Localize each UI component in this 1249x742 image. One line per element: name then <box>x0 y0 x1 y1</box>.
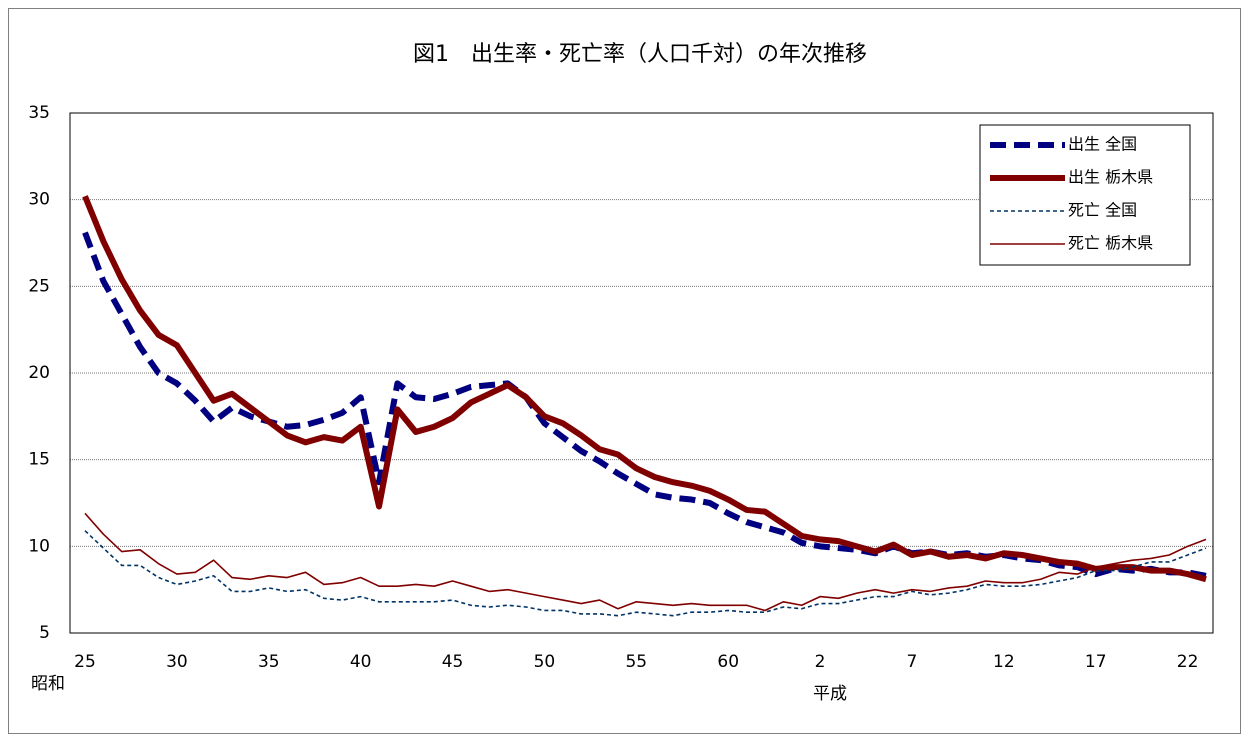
x-tick-label: 17 <box>1085 652 1107 672</box>
legend-label: 死亡 栃木県 <box>1068 234 1153 253</box>
x-tick-label: 22 <box>1177 652 1199 672</box>
y-tick-label: 20 <box>28 363 50 383</box>
x-tick-label: 30 <box>166 652 188 672</box>
era-label: 昭和 <box>31 674 65 694</box>
legend-label: 出生 栃木県 <box>1068 168 1153 187</box>
series-line <box>82 195 1207 583</box>
x-tick-label: 2 <box>815 652 826 672</box>
x-tick-label: 12 <box>993 652 1015 672</box>
x-tick-label: 50 <box>534 652 556 672</box>
y-tick-label: 10 <box>28 536 50 556</box>
series-line <box>84 530 1207 617</box>
x-tick-label: 55 <box>625 652 647 672</box>
x-tick-label: 45 <box>442 652 464 672</box>
x-tick-label: 25 <box>74 652 96 672</box>
x-tick-label: 40 <box>350 652 372 672</box>
y-tick-label: 35 <box>28 103 50 123</box>
y-tick-label: 30 <box>28 190 50 210</box>
era-label: 平成 <box>813 684 847 704</box>
chart-title: 図1 出生率・死亡率（人口千対）の年次推移 <box>413 42 867 67</box>
x-tick-label: 60 <box>717 652 739 672</box>
y-tick-label: 15 <box>28 450 50 470</box>
x-tick-label: 35 <box>258 652 280 672</box>
series-line <box>84 512 1207 612</box>
plot-border <box>69 112 1214 634</box>
y-tick-label: 5 <box>39 623 50 643</box>
x-tick-label: 7 <box>907 652 918 672</box>
legend-label: 死亡 全国 <box>1068 201 1137 220</box>
legend-label: 出生 全国 <box>1068 135 1137 154</box>
y-tick-label: 25 <box>28 276 50 296</box>
legend-box <box>979 124 1191 266</box>
